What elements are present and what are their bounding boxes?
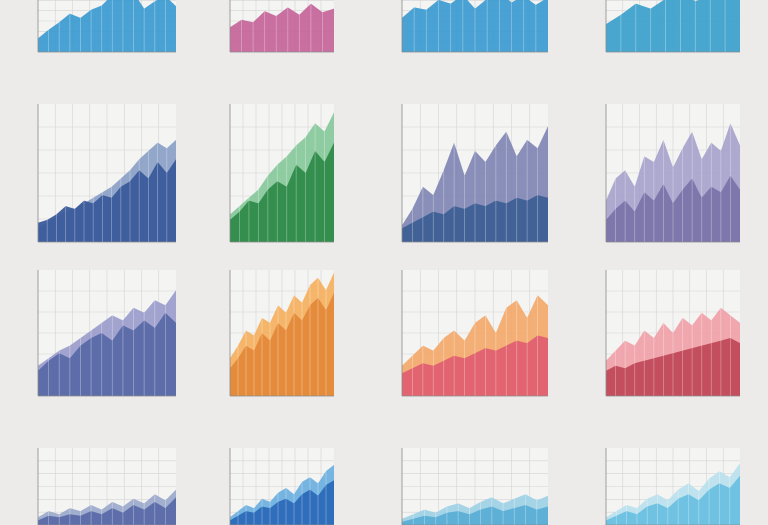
series-area-2 (606, 338, 740, 396)
chart-panel-1 (37, 0, 176, 53)
series-area-2 (402, 195, 548, 242)
series-area-1 (606, 0, 740, 52)
chart-panel-12 (605, 270, 740, 397)
series-area-1 (402, 0, 548, 52)
chart-panel-14 (229, 448, 334, 525)
chart-panel-8 (605, 104, 740, 243)
chart-panel-3 (401, 0, 548, 53)
series-area-2 (606, 475, 740, 525)
chart-panel-2 (229, 0, 334, 53)
series-area-2 (402, 505, 548, 525)
series-area-2 (230, 480, 334, 525)
chart-panel-4 (605, 0, 740, 53)
chart-panel-9 (37, 270, 176, 397)
series-area-2 (38, 497, 176, 525)
chart-panel-16 (605, 448, 740, 525)
series-area-1 (230, 3, 334, 53)
series-area-2 (606, 175, 740, 242)
chart-panel-6 (229, 104, 334, 243)
chart-panel-13 (37, 448, 176, 525)
series-area-2 (230, 142, 334, 242)
series-area-2 (230, 292, 334, 396)
series-area-2 (38, 312, 176, 396)
chart-panel-11 (401, 270, 548, 397)
chart-panel-10 (229, 270, 334, 397)
chart-panel-7 (401, 104, 548, 243)
series-area-2 (38, 159, 176, 242)
series-area-2 (402, 335, 548, 396)
chart-panel-5 (37, 104, 176, 243)
series-area-1 (38, 0, 176, 52)
chart-panel-15 (401, 448, 548, 525)
